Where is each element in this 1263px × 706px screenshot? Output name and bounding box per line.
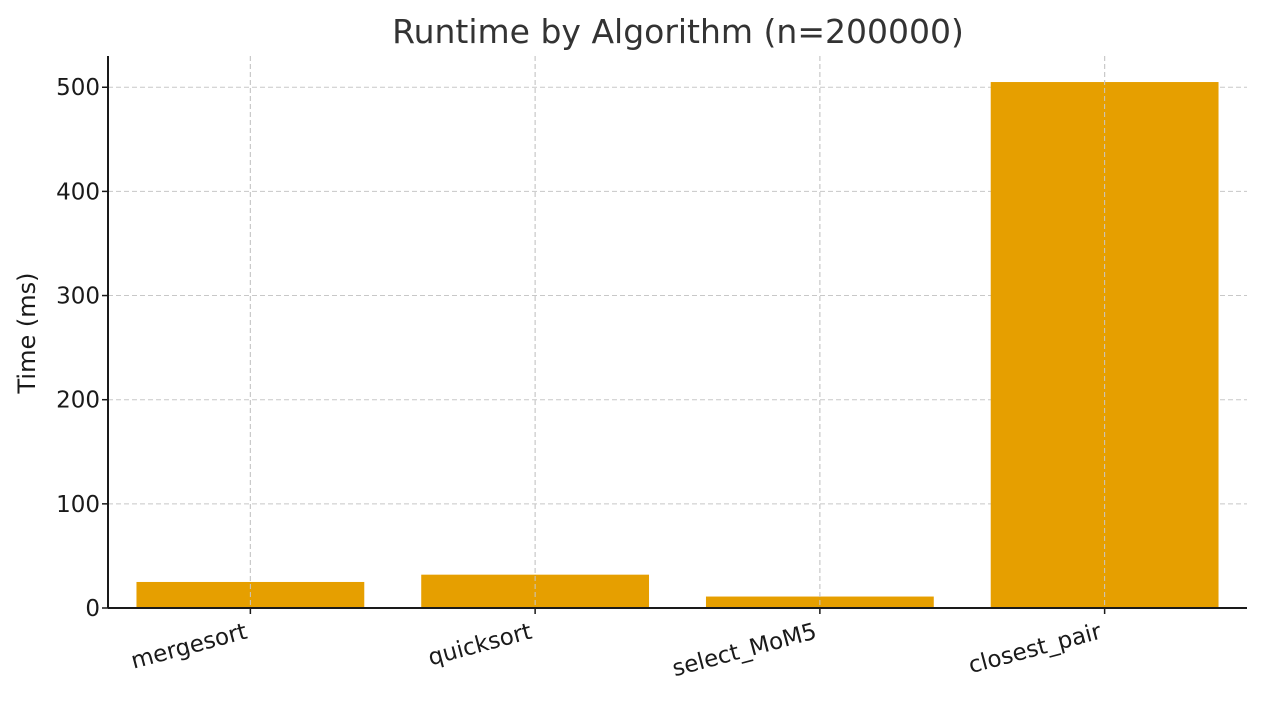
y-tick-label: 200	[56, 388, 100, 414]
x-tick-label: quicksort	[426, 619, 535, 672]
x-tick-label: mergesort	[128, 619, 250, 675]
x-tick-label: closest_pair	[966, 619, 1105, 680]
bars-layer	[136, 56, 1219, 609]
chart-title: Runtime by Algorithm (n=200000)	[392, 12, 964, 51]
y-tick-label: 100	[56, 492, 100, 518]
y-tick-label: 400	[56, 179, 100, 205]
axes-layer	[107, 56, 1247, 609]
y-tick-label: 500	[56, 75, 100, 101]
y-tick-label: 300	[56, 284, 100, 310]
y-axis-label: Time (ms)	[13, 273, 41, 395]
x-tick-label: select_MoM5	[670, 619, 820, 682]
y-tick-label: 0	[85, 596, 100, 622]
